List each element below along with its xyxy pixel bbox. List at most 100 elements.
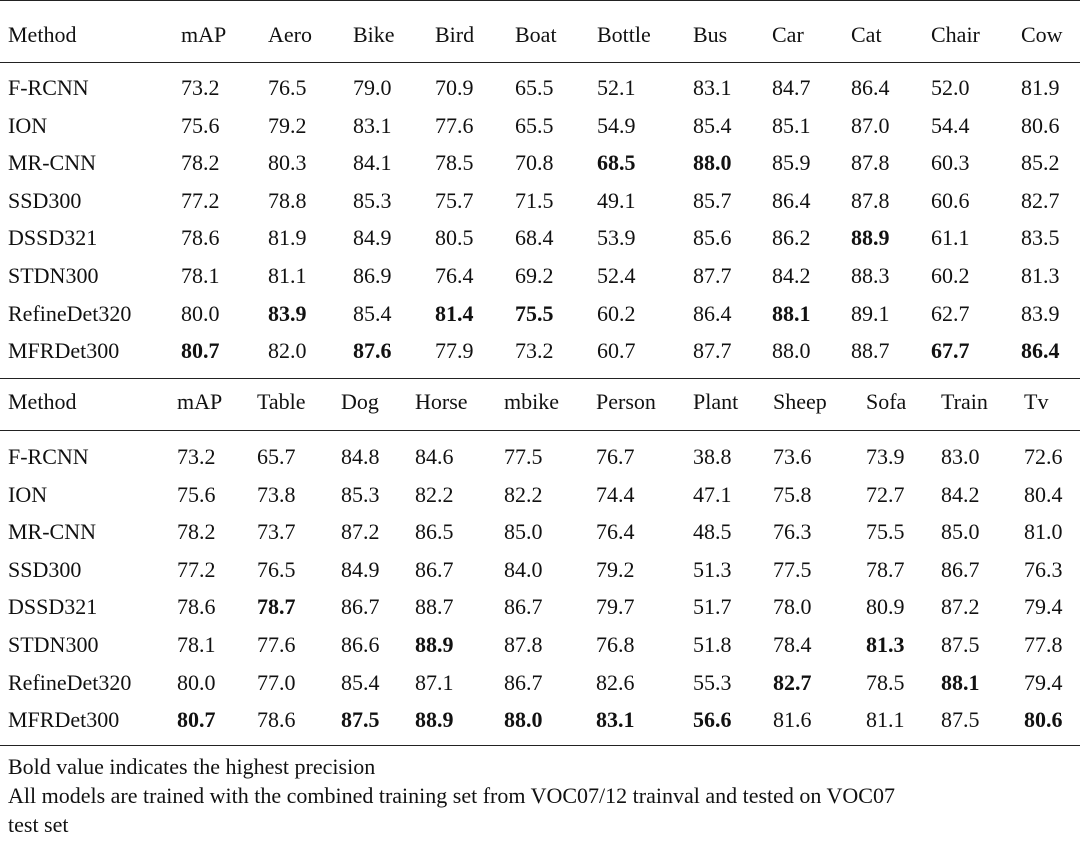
column-header: Aero [268,22,312,47]
table-rule [0,430,1080,431]
column-header: Table [257,389,306,414]
table-cell: 88.9 [851,225,890,251]
table-cell: 73.2 [177,444,216,469]
table-cell: 78.6 [257,707,296,733]
table-cell: 75.6 [177,481,216,507]
table-cell: 84.6 [415,444,454,469]
table-cell: 85.7 [693,187,732,213]
table-cell: 76.4 [596,519,635,545]
column-header: Cow [1021,22,1063,47]
table-cell: 79.0 [353,75,392,100]
table-cell: 38.8 [693,444,732,469]
footnote: All models are trained with the combined… [8,783,895,808]
table-cell: 79.2 [596,556,635,582]
table-cell: 88.7 [415,594,454,620]
table-cell: 83.9 [1021,300,1060,326]
table-rule [0,378,1080,379]
table-cell: 80.7 [181,338,220,364]
table-cell: 72.7 [866,481,905,507]
table-cell: 81.1 [268,263,307,288]
table-cell: 86.7 [341,594,380,620]
table-cell: 86.7 [941,556,980,582]
table-cell: 73.2 [181,75,220,100]
table-cell: 54.4 [931,112,970,138]
table-cell: 81.9 [268,225,307,251]
table-cell: 80.9 [866,594,905,620]
table-cell: 87.0 [851,112,890,138]
table-cell: 60.6 [931,187,970,213]
table-cell: 78.4 [773,632,812,657]
table-cell: 80.0 [181,300,220,326]
table-cell: 87.5 [941,707,980,733]
table-cell: 78.7 [866,556,905,582]
table-cell: 47.1 [693,481,732,507]
table-cell: 77.8 [1024,632,1063,657]
table-cell: 86.4 [772,187,811,213]
column-header: Bottle [597,22,651,47]
row-label: SSD300 [8,187,82,213]
table-cell: 82.7 [773,669,812,695]
table-cell: 70.8 [515,150,554,176]
table-cell: 86.5 [415,519,454,545]
table-cell: 76.7 [596,444,635,469]
table-cell: 86.7 [415,556,454,582]
table-rule [0,745,1080,746]
table-cell: 87.5 [941,632,980,657]
table-cell: 87.2 [341,519,380,545]
table-cell: 77.6 [257,632,296,657]
table-cell: 79.4 [1024,594,1063,620]
column-header: Dog [341,389,379,414]
table-cell: 75.6 [181,112,220,138]
table-cell: 83.0 [941,444,980,469]
table-cell: 81.9 [1021,75,1060,100]
table-cell: 52.1 [597,75,636,100]
table-cell: 75.7 [435,187,474,213]
table-cell: 84.2 [941,481,980,507]
table-cell: 81.0 [1024,519,1063,545]
column-header: mAP [181,22,227,47]
table-cell: 74.4 [596,481,635,507]
table-cell: 80.4 [1024,481,1063,507]
row-label: SSD300 [8,556,82,582]
table-cell: 48.5 [693,519,732,545]
row-label: F-RCNN [8,444,89,469]
table-cell: 76.5 [257,556,296,582]
column-header: mAP [177,389,223,414]
table-cell: 80.7 [177,707,216,733]
table-cell: 87.8 [504,632,543,657]
row-label: F-RCNN [8,75,89,100]
table-cell: 60.3 [931,150,970,176]
row-label: DSSD321 [8,594,98,620]
table-cell: 88.1 [941,669,980,695]
table-cell: 73.2 [515,338,554,364]
table-cell: 62.7 [931,300,970,326]
table-cell: 87.7 [693,263,732,288]
table-cell: 87.5 [341,707,380,733]
table-cell: 75.5 [866,519,905,545]
table-cell: 87.8 [851,150,890,176]
table-cell: 76.3 [773,519,812,545]
table-cell: 51.3 [693,556,732,582]
table-cell: 86.7 [504,669,543,695]
table-cell: 85.4 [341,669,380,695]
table-cell: 55.3 [693,669,732,695]
table-cell: 84.1 [353,150,392,176]
row-label: MFRDet300 [8,707,120,733]
table-cell: 79.4 [1024,669,1063,695]
column-header: Bird [435,22,475,47]
table-cell: 78.1 [181,263,220,288]
table-cell: 88.0 [772,338,811,364]
table-cell: 77.5 [504,444,543,469]
row-label: MR-CNN [8,150,97,176]
column-header: Horse [415,389,468,414]
table-cell: 83.1 [693,75,732,100]
column-header: Method [8,22,77,47]
table-cell: 84.2 [772,263,811,288]
table-cell: 73.7 [257,519,296,545]
table-cell: 87.6 [353,338,392,364]
row-label: STDN300 [8,263,99,288]
table-cell: 84.8 [341,444,380,469]
table-cell: 88.9 [415,707,454,733]
table-cell: 77.6 [435,112,474,138]
table-cell: 51.8 [693,632,732,657]
